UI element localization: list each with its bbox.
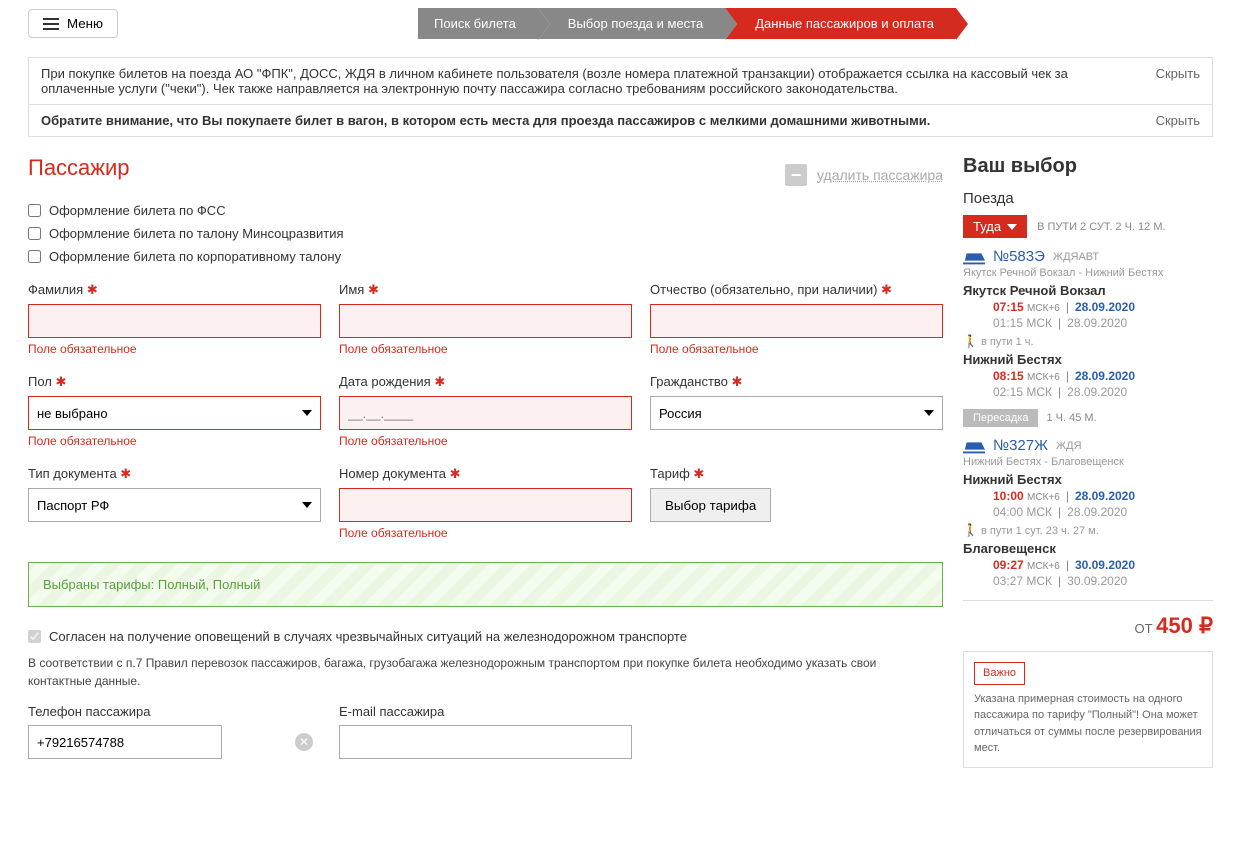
dob-input[interactable] — [339, 396, 632, 430]
patronymic-input[interactable] — [650, 304, 943, 338]
phone-input[interactable] — [28, 725, 222, 759]
step-train[interactable]: Выбор поезда и места — [538, 8, 725, 39]
tariff-button[interactable]: Выбор тарифа — [650, 488, 771, 522]
surname-input[interactable] — [28, 304, 321, 338]
name-label: Имя ✱ — [339, 282, 632, 298]
dob-label: Дата рождения ✱ — [339, 374, 632, 390]
docnum-label: Номер документа ✱ — [339, 466, 632, 482]
walk-icon: 🚶 — [963, 523, 978, 537]
tariff-selected-box: Выбраны тарифы: Полный, Полный — [28, 562, 943, 607]
fss-checkbox[interactable] — [28, 204, 41, 217]
transfer-badge: Пересадка — [963, 409, 1038, 427]
menu-label: Меню — [67, 16, 103, 31]
notice-receipt: При покупке билетов на поезда АО "ФПК", … — [28, 57, 1213, 105]
train-icon — [963, 249, 985, 265]
hamburger-icon — [43, 18, 59, 30]
walk-icon: 🚶 — [963, 334, 978, 348]
hide-link[interactable]: Скрыть — [1156, 66, 1200, 81]
consent-checkbox — [28, 630, 41, 643]
train-icon — [963, 438, 985, 454]
minsoc-checkbox[interactable] — [28, 227, 41, 240]
sidebar-title: Ваш выбор — [963, 155, 1213, 178]
surname-label: Фамилия ✱ — [28, 282, 321, 298]
gender-select[interactable]: не выбрано — [28, 396, 321, 430]
minus-icon: − — [785, 164, 807, 186]
doctype-select[interactable]: Паспорт РФ — [28, 488, 321, 522]
email-input[interactable] — [339, 725, 632, 759]
train-number[interactable]: №327Ж — [993, 437, 1048, 454]
docnum-input[interactable] — [339, 488, 632, 522]
citizenship-select[interactable]: Россия — [650, 396, 943, 430]
delete-passenger-button[interactable]: − удалить пассажира — [785, 164, 943, 186]
tariff-label: Тариф ✱ — [650, 466, 943, 482]
corp-checkbox[interactable] — [28, 250, 41, 263]
patronymic-label: Отчество (обязательно, при наличии) ✱ — [650, 282, 943, 298]
doctype-label: Тип документа ✱ — [28, 466, 321, 482]
email-label: E-mail пассажира — [339, 704, 632, 719]
citizenship-label: Гражданство ✱ — [650, 374, 943, 390]
clear-phone-icon[interactable]: ✕ — [295, 733, 313, 751]
important-box: Важно Указана примерная стоимость на одн… — [963, 651, 1213, 768]
name-input[interactable] — [339, 304, 632, 338]
passenger-title: Пассажир — [28, 155, 130, 181]
step-search[interactable]: Поиск билета — [418, 8, 538, 39]
gender-label: Пол ✱ — [28, 374, 321, 390]
chevron-down-icon — [1007, 224, 1017, 230]
contact-note: В соответствии с п.7 Правил перевозок па… — [28, 654, 943, 690]
price-row: ОТ 450 ₽ — [963, 613, 1213, 639]
direction-badge[interactable]: Туда — [963, 215, 1027, 238]
sidebar-sub: Поезда — [963, 190, 1213, 207]
notice-pets: Обратите внимание, что Вы покупаете биле… — [28, 105, 1213, 137]
progress-steps: Поиск билета Выбор поезда и места Данные… — [418, 8, 956, 39]
step-passengers: Данные пассажиров и оплата — [725, 8, 956, 39]
phone-label: Телефон пассажира — [28, 704, 321, 719]
train-number[interactable]: №583Э — [993, 248, 1045, 265]
menu-button[interactable]: Меню — [28, 9, 118, 38]
hide-link[interactable]: Скрыть — [1156, 113, 1200, 128]
